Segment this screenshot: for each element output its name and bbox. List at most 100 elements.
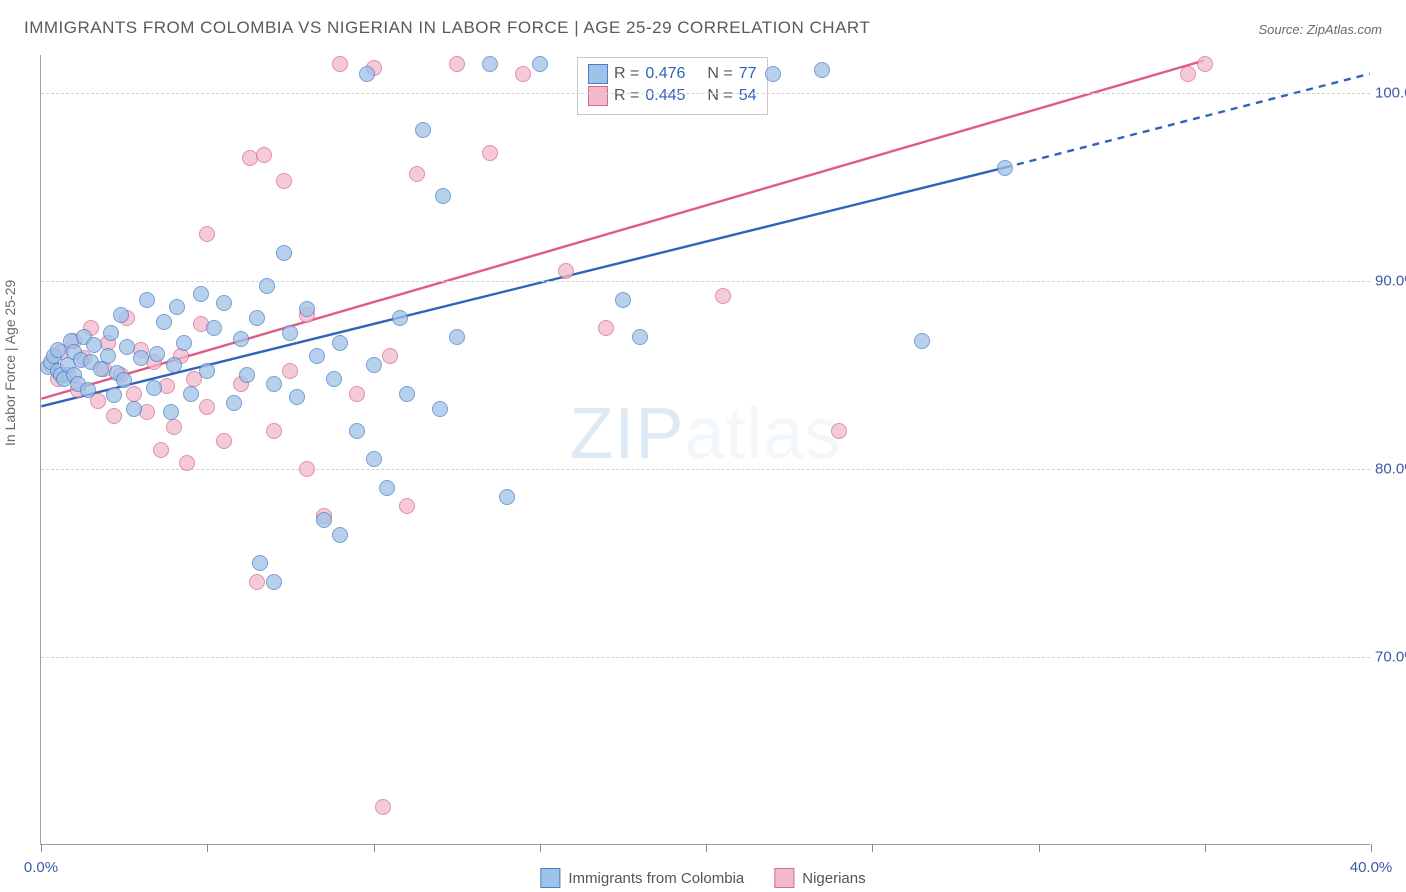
scatter-point-colombia bbox=[435, 188, 451, 204]
scatter-point-nigeria bbox=[382, 348, 398, 364]
bottom-label-nigeria: Nigerians bbox=[802, 870, 865, 887]
legend-row-nigeria: R = 0.445 N = 54 bbox=[588, 86, 757, 106]
scatter-point-colombia bbox=[183, 386, 199, 402]
scatter-point-colombia bbox=[163, 404, 179, 420]
chart-container: IMMIGRANTS FROM COLOMBIA VS NIGERIAN IN … bbox=[0, 0, 1406, 892]
x-tick-label: 40.0% bbox=[1350, 859, 1393, 876]
scatter-point-colombia bbox=[316, 512, 332, 528]
scatter-point-colombia bbox=[309, 348, 325, 364]
scatter-point-colombia bbox=[615, 292, 631, 308]
correlation-legend: R = 0.476 N = 77 R = 0.445 N = 54 bbox=[577, 57, 768, 115]
x-tick bbox=[207, 844, 208, 852]
x-tick bbox=[872, 844, 873, 852]
scatter-point-colombia bbox=[299, 301, 315, 317]
y-tick-label: 90.0% bbox=[1375, 272, 1406, 289]
r-label-a: R = bbox=[614, 65, 639, 83]
scatter-point-colombia bbox=[169, 299, 185, 315]
bottom-legend-colombia: Immigrants from Colombia bbox=[540, 868, 744, 888]
x-tick bbox=[41, 844, 42, 852]
scatter-point-nigeria bbox=[515, 66, 531, 82]
scatter-point-nigeria bbox=[831, 423, 847, 439]
bottom-legend-nigeria: Nigerians bbox=[774, 868, 865, 888]
scatter-point-colombia bbox=[814, 62, 830, 78]
scatter-point-colombia bbox=[415, 122, 431, 138]
scatter-point-colombia bbox=[366, 451, 382, 467]
scatter-point-nigeria bbox=[482, 145, 498, 161]
scatter-point-colombia bbox=[100, 348, 116, 364]
scatter-point-nigeria bbox=[715, 288, 731, 304]
scatter-point-colombia bbox=[765, 66, 781, 82]
scatter-point-nigeria bbox=[126, 386, 142, 402]
y-tick-label: 100.0% bbox=[1375, 84, 1406, 101]
scatter-point-colombia bbox=[226, 395, 242, 411]
scatter-point-colombia bbox=[399, 386, 415, 402]
n-label-b: N = bbox=[707, 87, 732, 105]
gridline bbox=[41, 469, 1370, 470]
bottom-swatch-colombia bbox=[540, 868, 560, 888]
scatter-point-nigeria bbox=[558, 263, 574, 279]
x-tick bbox=[540, 844, 541, 852]
scatter-point-colombia bbox=[206, 320, 222, 336]
scatter-point-nigeria bbox=[332, 56, 348, 72]
source-label: Source: ZipAtlas.com bbox=[1258, 22, 1382, 37]
legend-row-colombia: R = 0.476 N = 77 bbox=[588, 64, 757, 84]
scatter-point-colombia bbox=[249, 310, 265, 326]
scatter-point-colombia bbox=[632, 329, 648, 345]
watermark-text-light: atlas bbox=[684, 394, 841, 474]
scatter-point-colombia bbox=[266, 376, 282, 392]
y-tick-label: 80.0% bbox=[1375, 460, 1406, 477]
scatter-point-colombia bbox=[139, 292, 155, 308]
scatter-point-colombia bbox=[997, 160, 1013, 176]
scatter-point-colombia bbox=[126, 401, 142, 417]
scatter-point-colombia bbox=[116, 372, 132, 388]
scatter-point-colombia bbox=[326, 371, 342, 387]
scatter-point-colombia bbox=[276, 245, 292, 261]
scatter-point-colombia bbox=[119, 339, 135, 355]
scatter-point-nigeria bbox=[375, 799, 391, 815]
scatter-point-nigeria bbox=[106, 408, 122, 424]
gridline bbox=[41, 281, 1370, 282]
scatter-point-colombia bbox=[166, 357, 182, 373]
scatter-point-nigeria bbox=[266, 423, 282, 439]
trend-line bbox=[41, 168, 1004, 407]
x-tick bbox=[1205, 844, 1206, 852]
scatter-point-colombia bbox=[266, 574, 282, 590]
scatter-point-colombia bbox=[432, 401, 448, 417]
watermark-text: ZIP bbox=[569, 394, 684, 474]
scatter-point-nigeria bbox=[199, 399, 215, 415]
scatter-point-colombia bbox=[332, 527, 348, 543]
bottom-swatch-nigeria bbox=[774, 868, 794, 888]
bottom-legend: Immigrants from Colombia Nigerians bbox=[540, 868, 865, 888]
x-tick-label: 0.0% bbox=[24, 859, 58, 876]
legend-swatch-nigeria bbox=[588, 86, 608, 106]
scatter-point-nigeria bbox=[249, 574, 265, 590]
legend-swatch-colombia bbox=[588, 64, 608, 84]
scatter-point-colombia bbox=[914, 333, 930, 349]
bottom-label-colombia: Immigrants from Colombia bbox=[568, 870, 744, 887]
watermark: ZIPatlas bbox=[569, 393, 841, 475]
scatter-point-colombia bbox=[332, 335, 348, 351]
r-label-b: R = bbox=[614, 87, 639, 105]
gridline bbox=[41, 93, 1370, 94]
scatter-point-colombia bbox=[176, 335, 192, 351]
gridline bbox=[41, 657, 1370, 658]
x-tick bbox=[1371, 844, 1372, 852]
scatter-point-colombia bbox=[282, 325, 298, 341]
scatter-point-colombia bbox=[199, 363, 215, 379]
y-axis-title: In Labor Force | Age 25-29 bbox=[2, 280, 18, 446]
scatter-point-colombia bbox=[86, 337, 102, 353]
scatter-point-nigeria bbox=[1180, 66, 1196, 82]
x-tick bbox=[706, 844, 707, 852]
x-tick bbox=[1039, 844, 1040, 852]
scatter-point-colombia bbox=[366, 357, 382, 373]
x-tick bbox=[374, 844, 375, 852]
scatter-point-colombia bbox=[103, 325, 119, 341]
scatter-point-colombia bbox=[146, 380, 162, 396]
scatter-point-colombia bbox=[239, 367, 255, 383]
chart-title: IMMIGRANTS FROM COLOMBIA VS NIGERIAN IN … bbox=[24, 18, 870, 38]
scatter-point-colombia bbox=[106, 387, 122, 403]
y-tick-label: 70.0% bbox=[1375, 648, 1406, 665]
scatter-point-colombia bbox=[113, 307, 129, 323]
scatter-point-nigeria bbox=[276, 173, 292, 189]
scatter-point-colombia bbox=[359, 66, 375, 82]
